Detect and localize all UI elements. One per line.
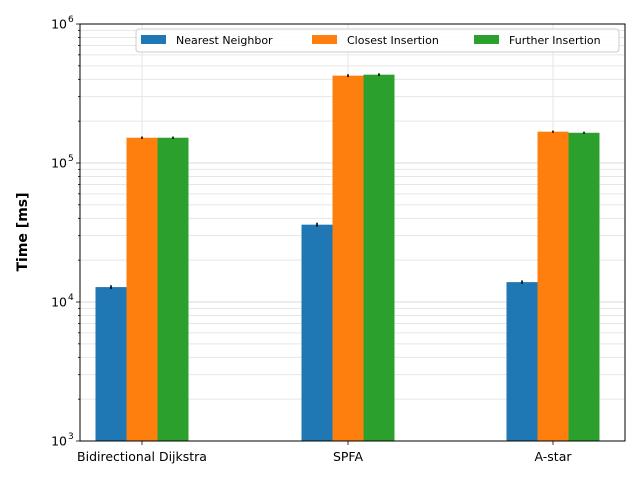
- legend-swatch: [474, 35, 499, 44]
- legend: Nearest Neighbor Closest Insertion Further…: [135, 28, 620, 53]
- y-tick-exponent: 4: [68, 293, 74, 303]
- bar: [95, 287, 127, 441]
- y-tick-label: 10: [51, 17, 67, 32]
- x-tick-label: SPFA: [333, 449, 364, 464]
- bars-group: [95, 74, 600, 442]
- bar: [126, 137, 158, 441]
- y-tick-label: 10: [51, 434, 67, 449]
- legend-swatch: [141, 35, 166, 44]
- x-tick-label: A-star: [535, 449, 573, 464]
- legend-label: Nearest Neighbor: [176, 34, 273, 47]
- y-tick-exponent: 3: [68, 432, 74, 442]
- legend-label: Closest Insertion: [347, 34, 439, 47]
- plot-frame: [79, 23, 626, 442]
- y-tick-exponent: 6: [68, 15, 74, 25]
- legend-swatch: [312, 35, 337, 44]
- y-axis-label: Time [ms]: [15, 192, 31, 271]
- bar: [537, 131, 569, 441]
- x-axis-ticks: Bidirectional Dijkstra SPFA A-star: [77, 441, 572, 464]
- bar: [363, 74, 395, 442]
- legend-label: Further Insertion: [509, 34, 601, 47]
- y-tick-label: 10: [51, 156, 67, 171]
- bar: [568, 132, 600, 442]
- bar: [506, 282, 538, 441]
- bar: [301, 224, 333, 441]
- bar: [332, 75, 364, 442]
- legend-box: [135, 28, 620, 53]
- y-tick-exponent: 5: [68, 154, 74, 164]
- bar: [157, 137, 189, 441]
- x-tick-label: Bidirectional Dijkstra: [77, 449, 207, 464]
- error-bars-group: [110, 73, 585, 290]
- y-tick-label: 10: [51, 295, 67, 310]
